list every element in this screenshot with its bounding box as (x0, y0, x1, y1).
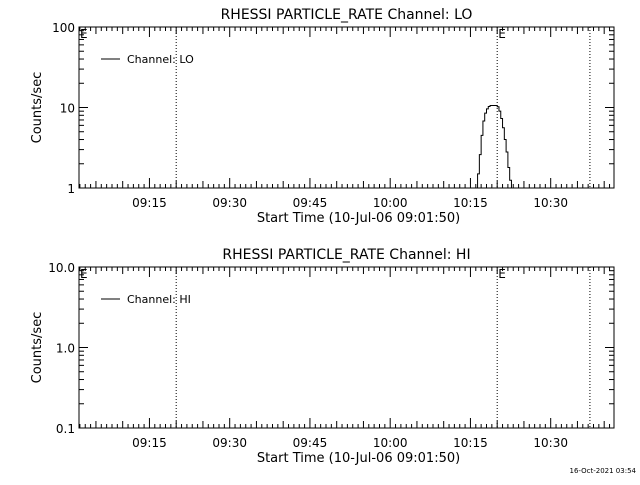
legend-label: Channel: LO (127, 53, 194, 66)
x-tick-label: 09:15 (132, 196, 167, 210)
y-axis-label: Counts/sec (30, 72, 45, 144)
edge-mark-label: E (80, 27, 88, 41)
x-tick-label: 10:30 (533, 436, 568, 450)
y-tick-label: 1.0 (56, 342, 75, 356)
x-tick-label: 09:15 (132, 436, 167, 450)
chart-title: RHESSI PARTICLE_RATE Channel: HI (222, 247, 470, 263)
event-line-label: E (498, 267, 506, 281)
y-axis-label: Counts/sec (30, 312, 45, 384)
plot-frame (78, 266, 615, 429)
x-tick-label: 10:00 (373, 196, 408, 210)
y-tick-label: 0.1 (56, 422, 75, 436)
x-tick-label: 09:30 (212, 196, 247, 210)
x-tick-label: 09:45 (293, 196, 328, 210)
y-tick-label: 1 (67, 182, 75, 196)
y-tick-label: 100 (52, 21, 75, 35)
x-tick-label: 09:45 (293, 436, 328, 450)
chart-title: RHESSI PARTICLE_RATE Channel: LO (221, 7, 473, 23)
plot-frame (78, 26, 615, 189)
edge-mark-label: E (80, 267, 88, 281)
x-axis-label: Start Time (10-Jul-06 09:01:50) (257, 211, 460, 226)
x-axis-label: Start Time (10-Jul-06 09:01:50) (257, 451, 460, 466)
series-line (475, 104, 514, 189)
y-tick-label: 10.0 (48, 261, 75, 275)
event-line-label: E (498, 27, 506, 41)
x-tick-label: 10:15 (453, 196, 488, 210)
x-tick-label: 10:30 (533, 196, 568, 210)
x-tick-label: 10:15 (453, 436, 488, 450)
x-tick-label: 09:30 (212, 436, 247, 450)
y-tick-label: 10 (60, 102, 75, 116)
x-tick-label: 10:00 (373, 436, 408, 450)
footer-timestamp: 16-Oct-2021 03:54 (569, 467, 636, 475)
legend-label: Channel: HI (127, 293, 191, 306)
